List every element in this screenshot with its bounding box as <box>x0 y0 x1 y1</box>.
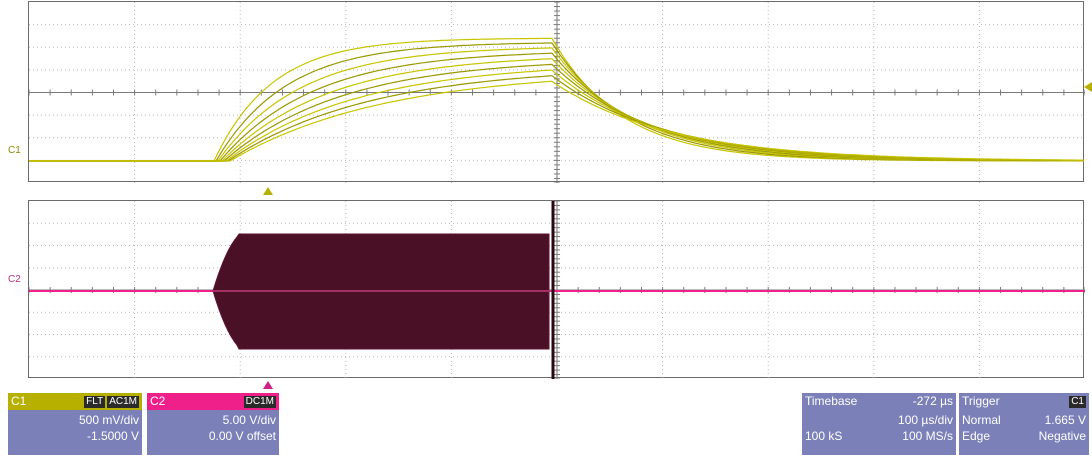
trigger-slope: Negative <box>1038 429 1086 443</box>
channel-1-trace-label: C1 <box>8 145 21 156</box>
channel-2-trace-area <box>29 201 1085 379</box>
trigger-type: Edge <box>962 429 991 443</box>
timebase-samples: 100 kS <box>805 429 843 443</box>
channel-1-name: C1 <box>11 394 27 408</box>
timebase-label: Timebase <box>805 394 858 408</box>
timebase-rate: 100 MS/s <box>902 429 953 443</box>
timebase-per-div: 100 µs/div <box>802 412 956 428</box>
channel-2-grid[interactable] <box>28 200 1085 379</box>
channel-2-offset: 0.00 V offset <box>147 428 279 444</box>
channel-1-grid[interactable] <box>28 1 1085 183</box>
channel-1-filter-badge: FLT <box>84 395 106 408</box>
timebase-descriptor[interactable]: Timebase -272 µs 100 µs/div 100 kS 100 M… <box>802 393 956 455</box>
channel-1-descriptor[interactable]: C1 FLT AC1M 500 mV/div -1.5000 V <box>8 393 142 455</box>
trigger-source-badge: C1 <box>1069 395 1086 408</box>
channel-2-trace-label: C2 <box>8 274 21 285</box>
channel-1-offset: -1.5000 V <box>8 428 142 444</box>
channel-2-descriptor[interactable]: C2 DC1M 5.00 V/div 0.00 V offset <box>147 393 279 455</box>
channel-1-coupling-badge: AC1M <box>107 395 139 408</box>
trigger-mode: Normal <box>962 413 1001 427</box>
trigger-label: Trigger <box>962 394 1000 408</box>
timebase-delay: -272 µs <box>912 394 953 408</box>
channel-2-scale: 5.00 V/div <box>147 412 279 428</box>
trigger-descriptor[interactable]: Trigger C1 Normal 1.665 V Edge Negative <box>959 393 1089 455</box>
channel-1-scale: 500 mV/div <box>8 412 142 428</box>
trigger-position-marker-top[interactable] <box>263 187 273 195</box>
trigger-level-marker[interactable] <box>1084 82 1092 92</box>
channel-2-name: C2 <box>150 394 166 408</box>
channel-2-coupling-badge: DC1M <box>243 395 276 408</box>
trigger-position-marker-bottom[interactable] <box>263 381 273 389</box>
channel-1-trace-area <box>29 2 1085 183</box>
trigger-level: 1.665 V <box>1044 413 1086 427</box>
channel-1-waveform <box>29 80 1084 162</box>
